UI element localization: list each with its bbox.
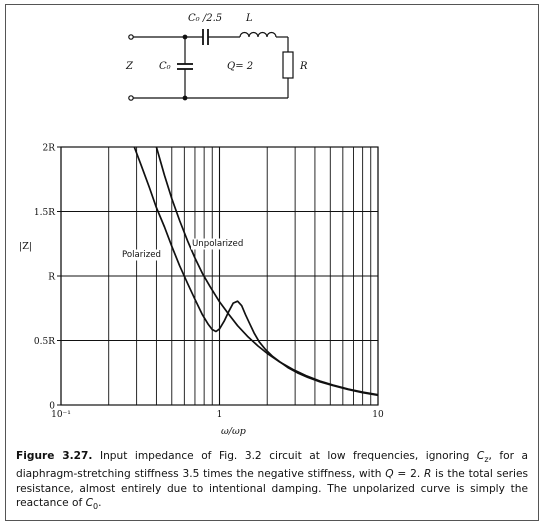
series-line-unpolarized bbox=[155, 146, 379, 396]
figure-caption: Figure 3.27. Input impedance of Fig. 3.2… bbox=[16, 449, 528, 514]
caption-text-3: = 2. bbox=[393, 468, 424, 481]
chart-grid bbox=[57, 146, 379, 406]
label-impedance-z: Z bbox=[125, 61, 134, 72]
junction-top bbox=[182, 34, 188, 40]
y-axis-label: |Z| bbox=[19, 241, 32, 252]
caption-c0-sub: 0 bbox=[93, 502, 99, 512]
inductor-coil bbox=[239, 31, 277, 38]
impedance-chart: 0 0.5R R 1.5R 2R 10⁻¹ 1 10 |Z| ω/ωp Polarized U… bbox=[19, 144, 384, 438]
annotation-unpolarized: Unpolarized bbox=[192, 239, 243, 249]
terminal-top bbox=[128, 34, 134, 40]
circuit-labels: C₀ /2.5 L Z C₀ Q= 2 R bbox=[125, 13, 308, 72]
annotation-backing bbox=[191, 238, 245, 250]
y-tick-label: 0 bbox=[49, 402, 55, 412]
y-tick-label: 2R bbox=[42, 144, 55, 154]
x-axis-label: ω/ωp bbox=[221, 426, 246, 437]
x-tick-label: 10⁻¹ bbox=[51, 410, 71, 420]
junction-bottom bbox=[182, 95, 188, 101]
y-tick-label: 0.5R bbox=[34, 337, 55, 347]
label-resistor: R bbox=[299, 61, 308, 72]
annotation-backing bbox=[121, 249, 162, 261]
caption-text-2: , for a diaphragm-stretching stiffness 3… bbox=[16, 450, 528, 481]
caption-text-5: . bbox=[98, 497, 102, 509]
caption-r: R bbox=[424, 468, 432, 481]
series-line-polarized bbox=[133, 146, 379, 397]
circuit-diagram bbox=[128, 29, 294, 101]
caption-text-1: Input impedance of Fig. 3.2 circuit at l… bbox=[92, 450, 477, 462]
x-tick-label: 1 bbox=[217, 410, 223, 420]
plot-frame bbox=[60, 146, 379, 406]
chart-curves bbox=[133, 146, 379, 397]
annotation-polarized: Polarized bbox=[122, 250, 161, 260]
caption-text-4: is the total series resistance, almost e… bbox=[16, 468, 528, 509]
caption-c0: C bbox=[85, 497, 94, 509]
caption-cz-sub: z bbox=[484, 455, 489, 465]
label-inductor: L bbox=[245, 13, 253, 24]
label-shunt-capacitor: C₀ bbox=[159, 61, 171, 72]
figure-frame bbox=[5, 4, 539, 521]
caption-label: Figure 3.27. bbox=[16, 450, 93, 462]
y-tick-label: 1.5R bbox=[34, 208, 55, 218]
x-tick-label: 10 bbox=[372, 410, 384, 420]
label-series-capacitor: C₀ /2.5 bbox=[188, 13, 222, 24]
caption-cz: C bbox=[476, 450, 485, 462]
caption-q: Q bbox=[385, 468, 394, 481]
resistor-body bbox=[282, 51, 294, 79]
chart-tick-labels: 0 0.5R R 1.5R 2R 10⁻¹ 1 10 bbox=[34, 144, 384, 421]
y-tick-label: R bbox=[48, 273, 55, 283]
terminal-bottom bbox=[128, 95, 134, 101]
label-q-value: Q= 2 bbox=[227, 61, 253, 72]
